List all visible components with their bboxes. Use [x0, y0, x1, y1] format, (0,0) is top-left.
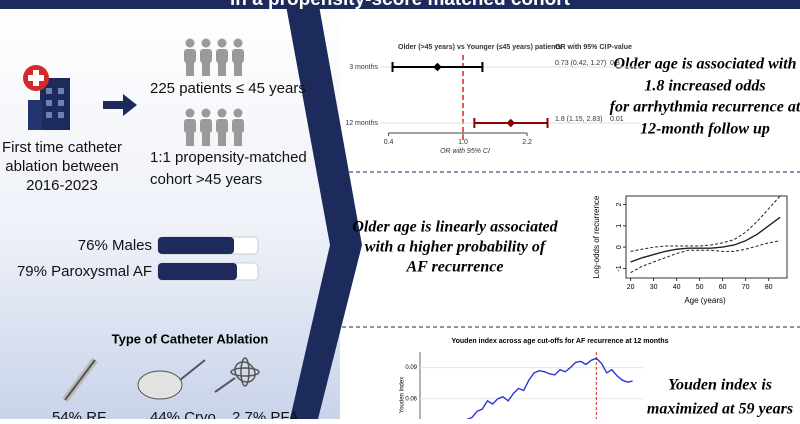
x-tick-label: 1.0	[458, 139, 468, 146]
person-head	[185, 38, 195, 48]
matched-cohort: cohort >45 years	[150, 171, 262, 188]
right-panel	[340, 0, 800, 419]
x-tick-label: 50	[696, 284, 704, 291]
x-tick-label: 2.2	[522, 139, 532, 146]
banner	[0, 0, 800, 9]
y-tick-label: 0	[616, 245, 623, 249]
x-axis-label: Age (years)	[684, 296, 726, 305]
person-body	[232, 49, 244, 63]
y-tick-label: 0.09	[405, 365, 417, 371]
person-legs	[202, 132, 210, 146]
ablation-share: 54% RF	[52, 409, 106, 419]
row-label: 12 months	[345, 120, 378, 127]
x-tick-label: 70	[742, 284, 750, 291]
p-value: 0.01	[610, 116, 624, 123]
curve	[630, 216, 781, 263]
person-legs	[218, 132, 226, 146]
population: 2016-2023	[26, 177, 98, 194]
person-legs	[202, 62, 210, 76]
row-label: 3 months	[349, 64, 378, 71]
message: for arrhythmia recurrence at	[610, 99, 800, 116]
bar	[158, 237, 234, 254]
y-tick-label: 1	[616, 224, 623, 228]
y-tick-label: 2	[616, 202, 623, 206]
message: Older age is linearly associated	[352, 219, 558, 236]
bar	[158, 263, 237, 280]
catheter-icons	[62, 357, 260, 403]
x-tick-label: 0.4	[384, 139, 394, 146]
x-tick-label: 40	[673, 284, 681, 291]
left-panel	[0, 0, 340, 419]
population: ablation between	[5, 158, 118, 175]
y-tick-label: -1	[616, 265, 623, 271]
ci-label: 0.73 (0.42, 1.27)	[555, 60, 606, 67]
person-head	[185, 108, 195, 118]
person-body	[184, 49, 196, 63]
arrow	[103, 94, 137, 116]
person-legs	[218, 62, 226, 76]
x-tick-label: 20	[627, 284, 635, 291]
hospital-icon	[23, 65, 70, 130]
message: 12-month follow up	[640, 121, 770, 138]
person-head	[201, 108, 211, 118]
message: with a higher probability of	[365, 239, 547, 256]
population: First time catheter	[2, 139, 122, 156]
person-legs	[186, 132, 194, 146]
person-body	[200, 119, 212, 133]
matched-cohort: 1:1 propensity-matched	[150, 149, 307, 166]
person-body	[184, 119, 196, 133]
forest-heading: Older (>45 years) vs Younger (≤45 years)…	[398, 44, 562, 51]
point	[433, 62, 442, 72]
y-axis-label: Youden Index	[400, 377, 406, 413]
person-legs	[234, 62, 242, 76]
title: in a propensity-score matched cohort	[230, 0, 571, 10]
people-icons	[184, 38, 244, 146]
forest-col: OR with 95% CI	[555, 44, 606, 51]
plot-frame	[625, 195, 788, 279]
person-head	[201, 38, 211, 48]
message: maximized at 59 years	[647, 401, 793, 418]
person-head	[233, 108, 243, 118]
person-body	[200, 49, 212, 63]
line	[461, 357, 633, 424]
forest-col: P-value	[607, 44, 632, 51]
message: Youden index is	[668, 377, 772, 394]
curve	[630, 240, 781, 274]
message: 1.8 increased odds	[644, 78, 765, 95]
y-axis-label: Log-odds of recurrence	[592, 195, 601, 278]
person-legs	[186, 62, 194, 76]
ablation-share: 2.7% PFA	[232, 409, 299, 419]
person-body	[216, 119, 228, 133]
person-head	[217, 38, 227, 48]
youden-title: Youden index across age cut-offs for AF …	[451, 338, 668, 345]
x-tick-label: 30	[650, 284, 658, 291]
y-tick-label: 0.06	[405, 396, 417, 402]
curve	[630, 195, 781, 252]
x-tick-label: 80	[765, 284, 773, 291]
person-body	[232, 119, 244, 133]
message: Older age is associated with	[613, 56, 796, 73]
person-legs	[234, 132, 242, 146]
young-cohort: 225 patients ≤ 45 years	[150, 80, 306, 97]
divider	[285, 0, 362, 419]
forest-xlabel: OR with 95% CI	[440, 148, 490, 155]
stat-label: 76% Males	[78, 237, 152, 254]
p-value: 0.3	[610, 60, 620, 67]
stat-label: 79% Paroxysmal AF	[17, 263, 152, 280]
ablation-title: Type of Catheter Ablation	[112, 331, 269, 346]
person-head	[233, 38, 243, 48]
ablation-share: 44% Cryo	[150, 409, 216, 419]
person-body	[216, 49, 228, 63]
ci-label: 1.8 (1.15, 2.83)	[555, 116, 602, 123]
person-head	[217, 108, 227, 118]
x-tick-label: 60	[719, 284, 727, 291]
message: AF recurrence	[405, 259, 503, 276]
